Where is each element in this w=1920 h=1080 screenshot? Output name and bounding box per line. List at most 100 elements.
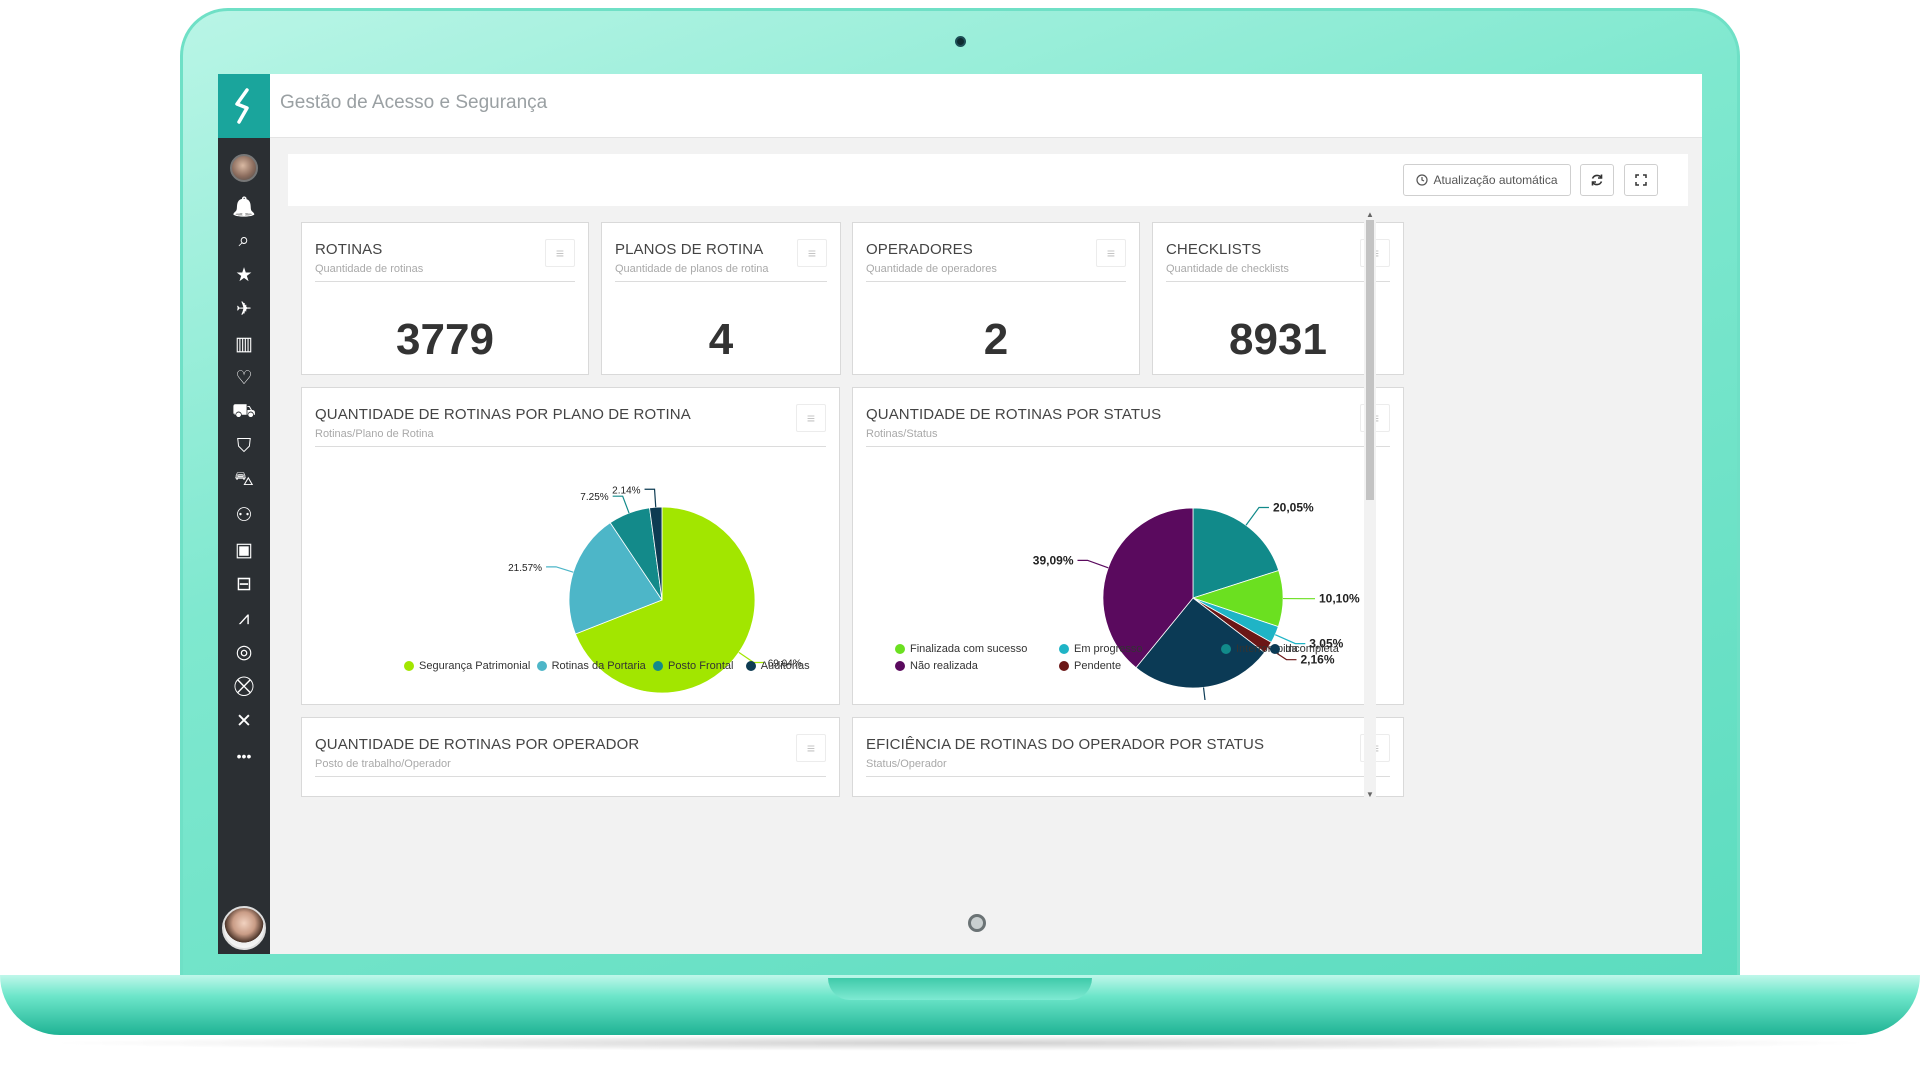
legend-swatch <box>745 661 756 671</box>
legend-label: Não realizada <box>910 660 978 672</box>
handshake-icon[interactable]: ⚇ <box>235 505 253 527</box>
legend-item[interactable]: Não realizada <box>895 660 978 672</box>
legend-label: Posto Frontal <box>668 660 734 672</box>
pie-label-connector <box>1274 634 1306 645</box>
pie-slice-n-o-realizada[interactable] <box>1102 507 1194 669</box>
pie-slice-seguran-a-patrimonial[interactable] <box>574 506 756 694</box>
kpi-title: PLANOS DE ROTINA <box>615 241 764 258</box>
panel-menu-button[interactable]: ≡ <box>796 404 826 432</box>
kpi-card-checklists: CHECKLISTS Quantidade de checklists ≡ 89… <box>1152 222 1404 375</box>
pie-data-label: 7.25% <box>580 492 608 503</box>
legend-item[interactable]: Posto Frontal <box>653 660 733 672</box>
pie-slice-rotinas-da-portaria[interactable] <box>568 522 663 635</box>
pie-label-connector <box>546 566 574 573</box>
pie-data-label: 39,09% <box>1033 553 1074 567</box>
chart-subtitle: Status/Operador <box>866 758 947 770</box>
pie-data-label: 21.57% <box>508 563 542 574</box>
legend-item[interactable]: Pendente <box>1059 660 1121 672</box>
legend-swatch <box>895 644 905 654</box>
content-fade <box>270 802 1702 954</box>
kpi-card-operadores: OPERADORES Quantidade de operadores ≡ 2 <box>852 222 1140 375</box>
user-avatar[interactable] <box>230 154 258 182</box>
auto-update-label: Atualização automática <box>1433 173 1558 187</box>
laptop-notch <box>828 978 1092 1000</box>
legend-swatch <box>1059 661 1069 671</box>
legend-label: Finalizada com sucesso <box>910 643 1028 655</box>
star-icon[interactable]: ★ <box>235 265 253 287</box>
chart-panel-by-plan: QUANTIDADE DE ROTINAS POR PLANO DE ROTIN… <box>301 387 840 705</box>
refresh-button[interactable] <box>1580 164 1614 196</box>
legend-item[interactable]: Rotinas da Portaria <box>536 660 646 672</box>
legend-item[interactable]: Finalizada com sucesso <box>895 643 1027 655</box>
tools-icon[interactable]: ✕ <box>236 711 252 732</box>
pie-slice-incompleta[interactable] <box>1135 597 1266 689</box>
chart-subtitle: Posto de trabalho/Operador <box>315 758 451 770</box>
scroll-down-icon[interactable]: ▼ <box>1366 790 1374 799</box>
search-icon[interactable]: ⌕ <box>238 230 250 252</box>
building-chart-icon[interactable]: ▥ <box>235 333 253 355</box>
divider <box>315 776 826 777</box>
legend-item[interactable]: Auditorias <box>745 660 810 672</box>
pie-label-connector <box>1077 559 1109 569</box>
screen: 🔔 ⌕ ★ ✈ ▥ ♡ ⛟ ⛉ ⛍ ⚇ ▣ ⊟ ⩘ ◎ ⛒ ✕ ••• Gestão de Acesso e S… <box>218 74 1702 954</box>
panel-menu-button[interactable]: ≡ <box>545 239 575 267</box>
page-title: Gestão de Acesso e Segurança <box>280 92 548 113</box>
legend-item[interactable]: Em progresso <box>1059 643 1142 655</box>
refresh-icon <box>1591 174 1603 186</box>
divider <box>866 446 1390 447</box>
chart-title: QUANTIDADE DE ROTINAS POR PLANO DE ROTIN… <box>315 406 691 423</box>
fullscreen-button[interactable] <box>1624 164 1658 196</box>
dashboard-toolbar: Atualização automática <box>288 154 1688 206</box>
car-icon[interactable]: ⛍ <box>234 469 254 491</box>
pie-data-label: 2,16% <box>1300 653 1334 667</box>
shield-icon[interactable]: ⛉ <box>236 436 252 458</box>
chart-title: EFICIÊNCIA DE ROTINAS DO OPERADOR POR ST… <box>866 736 1265 753</box>
legend-swatch <box>895 661 905 671</box>
pie-data-label: 3,05% <box>1309 637 1343 651</box>
pie-slice-interrompida[interactable] <box>1192 507 1280 599</box>
kpi-title: ROTINAS <box>315 241 383 258</box>
chart-subtitle: Rotinas/Status <box>866 428 938 440</box>
legend-item[interactable]: Segurança Patrimonial <box>404 660 530 672</box>
kpi-subtitle: Quantidade de planos de rotina <box>615 263 769 275</box>
legend-label: Incompleta <box>1285 643 1339 655</box>
divider <box>1166 281 1390 282</box>
divider <box>866 281 1126 282</box>
bell-icon[interactable]: 🔔 <box>232 197 256 218</box>
kpi-card-planos: PLANOS DE ROTINA Quantidade de planos de… <box>601 222 841 375</box>
kpi-title: OPERADORES <box>866 241 973 258</box>
legend-swatch <box>1221 644 1231 654</box>
pie-label-connector <box>1202 687 1206 700</box>
pie-data-label: 69.04% <box>768 659 802 670</box>
scroll-thumb[interactable] <box>1366 220 1374 500</box>
scroll-up-icon[interactable]: ▲ <box>1366 210 1374 219</box>
panel-menu-button[interactable]: ≡ <box>1096 239 1126 267</box>
heart-icon[interactable]: ♡ <box>235 368 253 389</box>
chart-subtitle: Rotinas/Plano de Rotina <box>315 428 434 440</box>
panel-menu-button[interactable]: ≡ <box>796 734 826 762</box>
kpi-subtitle: Quantidade de checklists <box>1166 263 1289 275</box>
auto-update-button[interactable]: Atualização automática <box>1403 164 1571 196</box>
app-logo[interactable] <box>218 74 270 138</box>
legend-item[interactable]: Incompleta <box>1270 643 1339 655</box>
legend-label: Pendente <box>1074 660 1122 672</box>
legend-label: Interrompida <box>1236 643 1298 655</box>
logo-icon <box>235 88 249 124</box>
kpi-subtitle: Quantidade de rotinas <box>315 263 424 275</box>
vertical-scrollbar[interactable]: ▲ ▼ <box>1364 210 1376 900</box>
support-avatar[interactable] <box>222 906 266 950</box>
bus-icon[interactable]: ⊟ <box>236 573 252 595</box>
pie-data-label: 10,10% <box>1319 592 1360 606</box>
truck-icon[interactable]: ⛟ <box>232 400 256 422</box>
panel-menu-button[interactable]: ≡ <box>797 239 827 267</box>
briefcase-icon[interactable]: ▣ <box>235 539 253 561</box>
kpi-value: 2 <box>983 315 1009 364</box>
legend-item[interactable]: Interrompida <box>1221 643 1298 655</box>
more-icon[interactable]: ••• <box>236 747 252 764</box>
target-icon[interactable]: ◎ <box>235 642 253 664</box>
clock-icon <box>1416 174 1429 186</box>
cart-icon[interactable]: ⛒ <box>234 676 254 698</box>
plane-icon[interactable]: ✈ <box>236 299 252 321</box>
road-icon[interactable]: ⩘ <box>238 607 250 629</box>
legend-swatch <box>653 661 664 671</box>
